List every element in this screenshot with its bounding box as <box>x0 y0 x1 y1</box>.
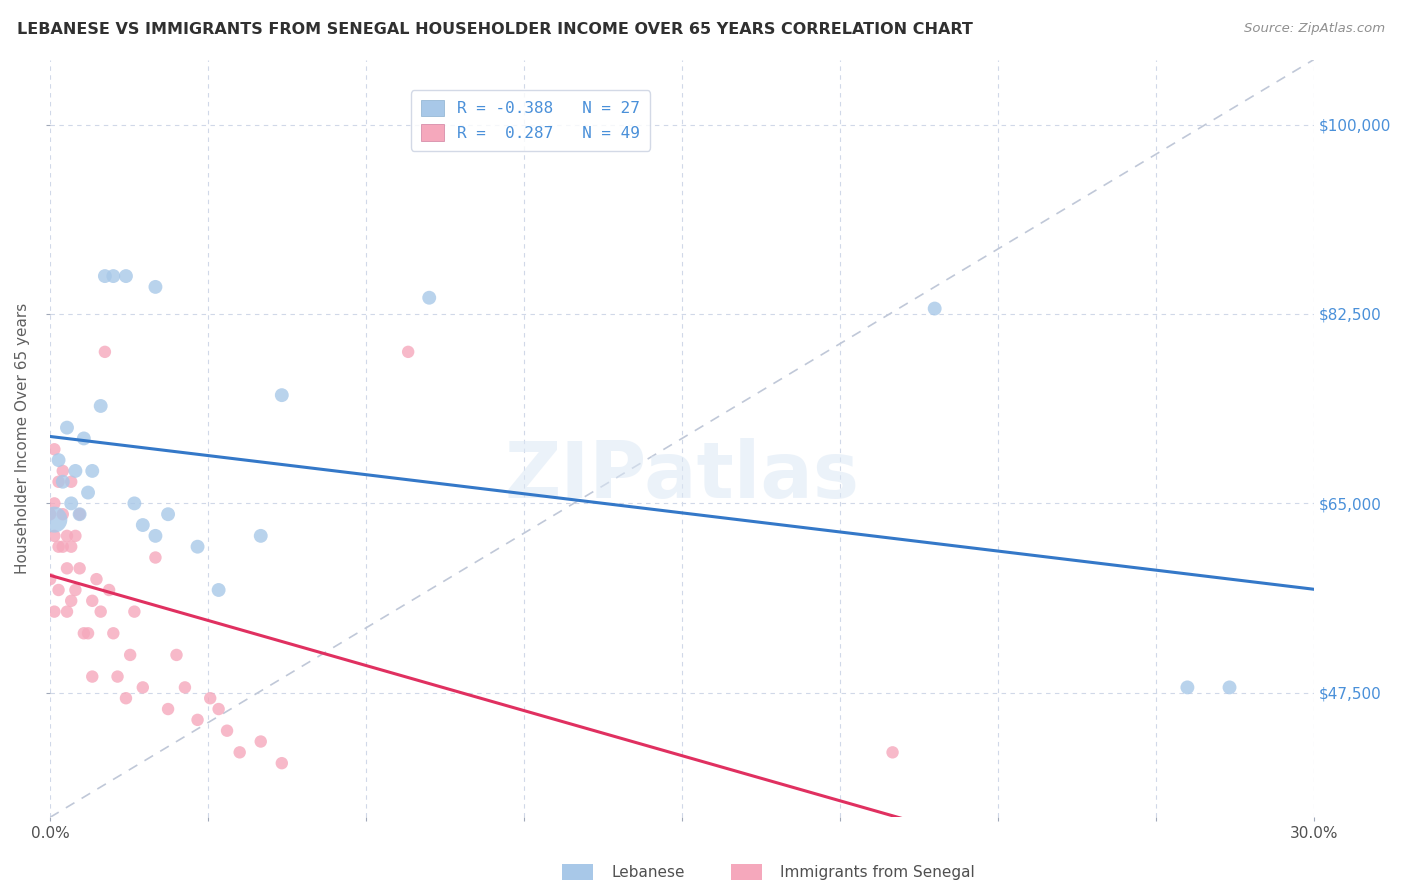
Point <box>44 442 66 457</box>
Point <box>44 605 66 619</box>
Point <box>187 713 209 727</box>
Point <box>228 745 250 759</box>
Point <box>187 540 209 554</box>
Point <box>115 269 138 284</box>
Point <box>166 648 188 662</box>
Point <box>52 475 75 489</box>
Point <box>82 594 104 608</box>
Point <box>60 594 83 608</box>
Point <box>52 464 75 478</box>
Point <box>270 388 292 402</box>
Point <box>44 513 66 527</box>
Point <box>90 399 112 413</box>
Point <box>174 681 197 695</box>
Point <box>207 702 229 716</box>
Point <box>56 605 79 619</box>
Text: LEBANESE VS IMMIGRANTS FROM SENEGAL HOUSEHOLDER INCOME OVER 65 YEARS CORRELATION: LEBANESE VS IMMIGRANTS FROM SENEGAL HOUS… <box>17 22 973 37</box>
Point <box>69 561 91 575</box>
Point <box>52 540 75 554</box>
Point <box>65 464 87 478</box>
Point <box>60 475 83 489</box>
Point <box>132 681 155 695</box>
Point <box>157 702 180 716</box>
Point <box>65 582 87 597</box>
Point <box>120 648 142 662</box>
Point <box>82 669 104 683</box>
Point <box>69 507 91 521</box>
Point <box>48 475 70 489</box>
Point <box>249 734 271 748</box>
Point <box>94 344 117 359</box>
Text: ZIPatlas: ZIPatlas <box>505 438 859 515</box>
Point <box>94 269 117 284</box>
Point <box>132 518 155 533</box>
Point <box>65 529 87 543</box>
Point <box>270 756 292 771</box>
Legend: R = -0.388   N = 27, R =  0.287   N = 49: R = -0.388 N = 27, R = 0.287 N = 49 <box>411 90 650 151</box>
Point <box>39 507 62 521</box>
Y-axis label: Householder Income Over 65 years: Householder Income Over 65 years <box>15 302 30 574</box>
Point <box>98 582 121 597</box>
Point <box>69 507 91 521</box>
Point <box>418 291 440 305</box>
Point <box>90 605 112 619</box>
Point <box>200 691 222 706</box>
Point <box>77 626 100 640</box>
Point <box>44 496 66 510</box>
Text: Source: ZipAtlas.com: Source: ZipAtlas.com <box>1244 22 1385 36</box>
Point <box>249 529 271 543</box>
Point <box>124 496 146 510</box>
Point <box>1218 681 1240 695</box>
Point <box>115 691 138 706</box>
Point <box>103 269 125 284</box>
Text: Lebanese: Lebanese <box>612 865 685 880</box>
Point <box>48 540 70 554</box>
Text: Immigrants from Senegal: Immigrants from Senegal <box>780 865 976 880</box>
Point <box>145 550 167 565</box>
Point <box>157 507 180 521</box>
Point <box>56 529 79 543</box>
Point <box>48 453 70 467</box>
Point <box>86 572 108 586</box>
Point <box>82 464 104 478</box>
Point <box>215 723 238 738</box>
Point <box>73 432 96 446</box>
Point <box>56 420 79 434</box>
Point <box>77 485 100 500</box>
Point <box>145 529 167 543</box>
Point <box>124 605 146 619</box>
Point <box>1177 681 1199 695</box>
Point <box>52 507 75 521</box>
Point <box>56 561 79 575</box>
Point <box>60 540 83 554</box>
Point <box>207 582 229 597</box>
Point <box>48 582 70 597</box>
Point <box>396 344 419 359</box>
Point <box>73 626 96 640</box>
Point <box>103 626 125 640</box>
Point <box>60 496 83 510</box>
Point <box>882 745 904 759</box>
Point <box>39 572 62 586</box>
Point <box>924 301 946 316</box>
Point <box>145 280 167 294</box>
Point <box>44 529 66 543</box>
Point <box>107 669 129 683</box>
